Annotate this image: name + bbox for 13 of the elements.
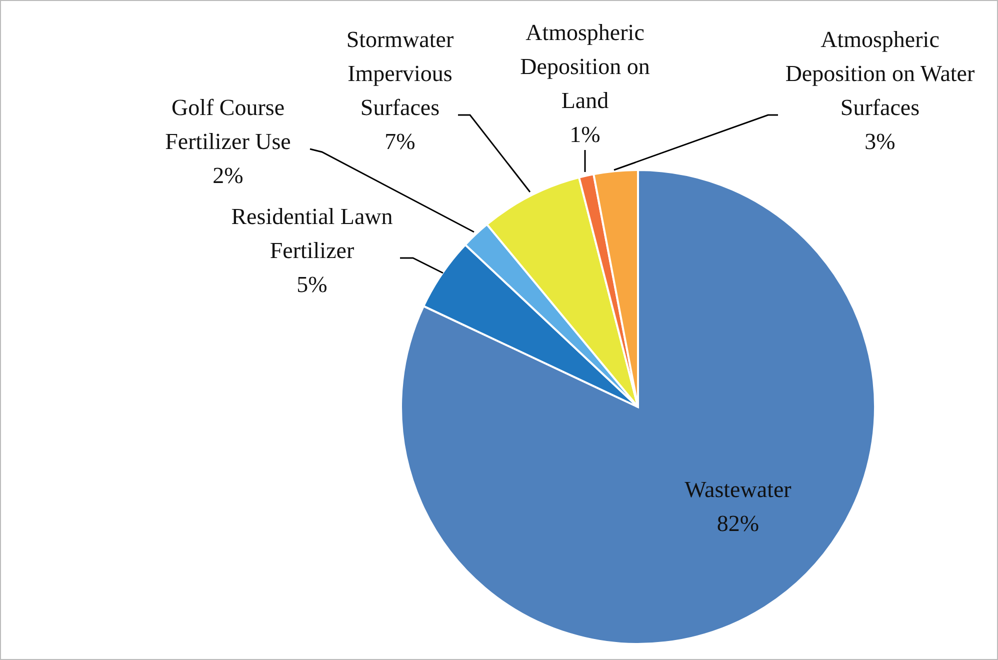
data-label: 5%: [296, 272, 328, 297]
data-label: 3%: [864, 129, 896, 154]
slice-label: Atmospheric Deposition on Land: [520, 20, 650, 113]
data-label: 82%: [716, 511, 760, 536]
slice-label: Wastewater: [684, 477, 792, 502]
slice-label: Stormwater Impervious Surfaces: [346, 27, 454, 120]
slice-label: Residential Lawn Fertilizer: [231, 204, 394, 263]
data-label: 1%: [570, 122, 600, 147]
data-label: 2%: [212, 163, 244, 188]
slice-label: Golf Course Fertilizer Use: [165, 95, 291, 154]
data-label: 7%: [384, 129, 416, 154]
slice-label: Atmospheric Deposition on Water Surfaces: [785, 27, 976, 120]
pie-slice: [400, 169, 876, 645]
